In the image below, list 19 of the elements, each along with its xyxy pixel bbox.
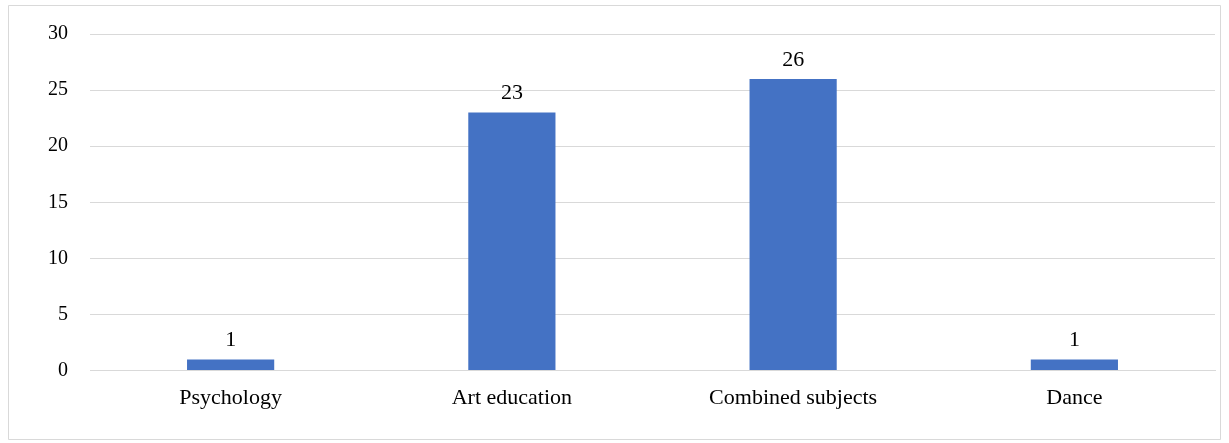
x-tick-label: Combined subjects [709,383,878,409]
y-tick-label: 25 [48,77,68,100]
y-tick-label: 0 [58,357,68,380]
bar [1030,359,1118,371]
y-tick-label: 10 [48,245,68,268]
data-label: 1 [225,326,237,352]
y-tick-label: 30 [48,21,68,44]
bar [468,112,556,371]
x-tick-label: Dance [1046,383,1103,409]
bar [749,78,837,371]
data-label: 1 [1068,326,1080,352]
y-tick-label: 20 [48,133,68,156]
y-tick-label: 5 [58,301,68,324]
y-tick-label: 15 [48,189,68,212]
data-label: 26 [782,45,805,71]
x-tick-label: Psychology [179,383,282,409]
data-label: 23 [500,79,523,105]
x-tick-label: Art education [451,383,573,409]
bar [187,359,275,371]
